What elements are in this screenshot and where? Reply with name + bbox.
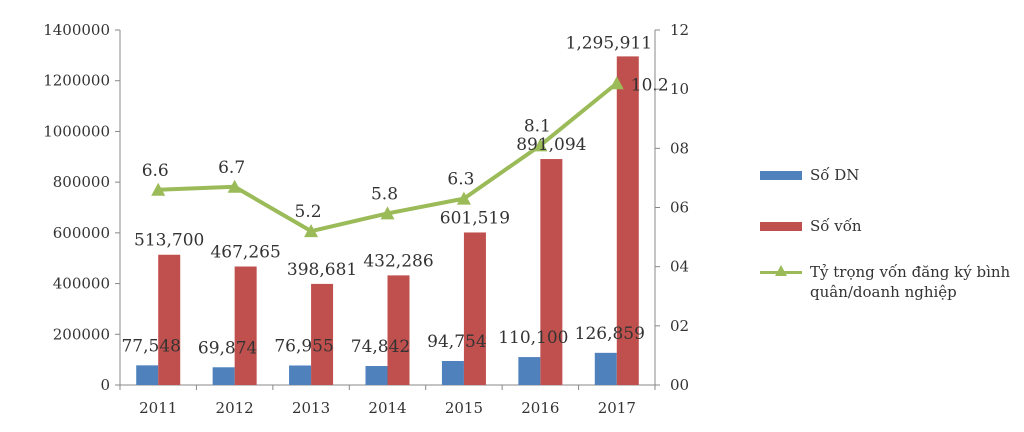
y-tick-label: 1200000 bbox=[43, 72, 110, 90]
data-label-so-von: 467,265 bbox=[210, 243, 280, 263]
legend-swatch-ty-trong bbox=[760, 262, 802, 282]
data-label-ty-trong: 5.8 bbox=[371, 184, 398, 204]
y2-tick-label: 00 bbox=[670, 376, 689, 394]
line-marker bbox=[304, 224, 319, 238]
y-tick-label: 800000 bbox=[53, 173, 110, 191]
line-layer bbox=[151, 76, 624, 238]
bar-so-von bbox=[311, 283, 334, 385]
x-tick-label: 2013 bbox=[292, 399, 330, 417]
x-tick-label: 2015 bbox=[445, 399, 483, 417]
data-label-so-dn: 110,100 bbox=[498, 328, 568, 348]
y-tick-label: 1400000 bbox=[43, 21, 110, 39]
y-tick-label: 0 bbox=[100, 376, 110, 394]
legend-label-so-von: Số vốn bbox=[810, 217, 862, 235]
combo-chart: 77,548 513,700 6.6 69,874 467,265 6.7 76,955 39… bbox=[43, 21, 689, 417]
legend-swatch-so-von bbox=[760, 222, 802, 231]
line-marker bbox=[533, 138, 548, 152]
data-label-so-von: 513,700 bbox=[134, 231, 204, 251]
data-label-so-dn: 76,955 bbox=[274, 336, 333, 356]
data-label-ty-trong: 6.7 bbox=[218, 158, 245, 178]
data-label-ty-trong: 8.1 bbox=[524, 116, 551, 136]
y2-tick-label: 08 bbox=[670, 139, 689, 157]
x-tick-label: 2014 bbox=[368, 399, 406, 417]
x-tick-label: 2011 bbox=[139, 399, 177, 417]
y2-tick-label: 10 bbox=[670, 80, 689, 98]
legend-item-ty-trong: Tỷ trọng vốn đăng ký bình quân/doanh ngh… bbox=[760, 262, 1020, 302]
line-marker bbox=[151, 182, 166, 196]
line-marker bbox=[609, 76, 624, 90]
bar-so-von bbox=[158, 254, 181, 385]
data-label-ty-trong: 6.3 bbox=[447, 170, 474, 190]
data-label-so-von: 432,286 bbox=[363, 251, 433, 271]
data-label-so-dn: 69,874 bbox=[198, 338, 257, 358]
line-marker bbox=[456, 191, 471, 205]
legend-item-so-von: Số vốn bbox=[760, 216, 1020, 236]
line-marker bbox=[227, 179, 242, 193]
y2-tick-label: 12 bbox=[670, 21, 689, 39]
x-tick-label: 2016 bbox=[521, 399, 559, 417]
y2-tick-label: 02 bbox=[670, 317, 689, 335]
x-tick-label: 2012 bbox=[216, 399, 254, 417]
data-label-so-dn: 74,842 bbox=[351, 337, 410, 357]
y-tick-label: 200000 bbox=[53, 325, 110, 343]
data-label-ty-trong: 10.2 bbox=[631, 75, 669, 95]
data-label-so-von: 891,094 bbox=[516, 135, 586, 155]
data-label-so-von: 1,295,911 bbox=[566, 33, 653, 53]
y-tick-label: 1000000 bbox=[43, 122, 110, 140]
data-label-so-dn: 94,754 bbox=[427, 332, 486, 352]
legend-label-ty-trong: Tỷ trọng vốn đăng ký bình quân/doanh ngh… bbox=[810, 263, 1011, 301]
data-label-ty-trong: 5.2 bbox=[295, 202, 322, 222]
bar-so-von bbox=[616, 56, 639, 386]
data-label-so-dn: 77,548 bbox=[121, 336, 180, 356]
bar-so-dn bbox=[594, 352, 617, 385]
bar-so-dn bbox=[365, 366, 388, 385]
x-tick-label: 2017 bbox=[598, 399, 636, 417]
bars-layer bbox=[136, 56, 639, 386]
bar-so-dn bbox=[136, 365, 159, 385]
line-marker bbox=[380, 206, 395, 220]
y-tick-label: 600000 bbox=[53, 224, 110, 242]
bar-so-von bbox=[234, 266, 257, 385]
legend-swatch-so-dn bbox=[760, 171, 802, 180]
axes-layer: 0 200000 400000 600000 800000 1000000 1200000 1… bbox=[43, 21, 689, 417]
bar-so-dn bbox=[289, 365, 312, 385]
data-label-so-von: 398,681 bbox=[287, 260, 357, 280]
y-tick-label: 400000 bbox=[53, 275, 110, 293]
bar-so-dn bbox=[212, 367, 235, 385]
bar-so-von bbox=[540, 159, 563, 385]
labels-layer: 77,548 513,700 6.6 69,874 467,265 6.7 76,955 39… bbox=[121, 33, 668, 358]
bar-so-dn bbox=[518, 357, 541, 385]
data-label-so-dn: 126,859 bbox=[575, 324, 645, 344]
bar-so-von bbox=[463, 232, 486, 385]
data-label-so-von: 601,519 bbox=[440, 208, 510, 228]
data-label-ty-trong: 6.6 bbox=[142, 161, 169, 181]
bar-so-von bbox=[387, 275, 410, 385]
legend: Số DN Số vốn Tỷ trọng vốn đăng ký bình q… bbox=[760, 0, 1024, 432]
y2-tick-label: 04 bbox=[670, 258, 689, 276]
y2-tick-label: 06 bbox=[670, 199, 689, 217]
legend-label-so-dn: Số DN bbox=[810, 166, 860, 184]
legend-item-so-dn: Số DN bbox=[760, 165, 1020, 185]
bar-so-dn bbox=[441, 360, 464, 385]
